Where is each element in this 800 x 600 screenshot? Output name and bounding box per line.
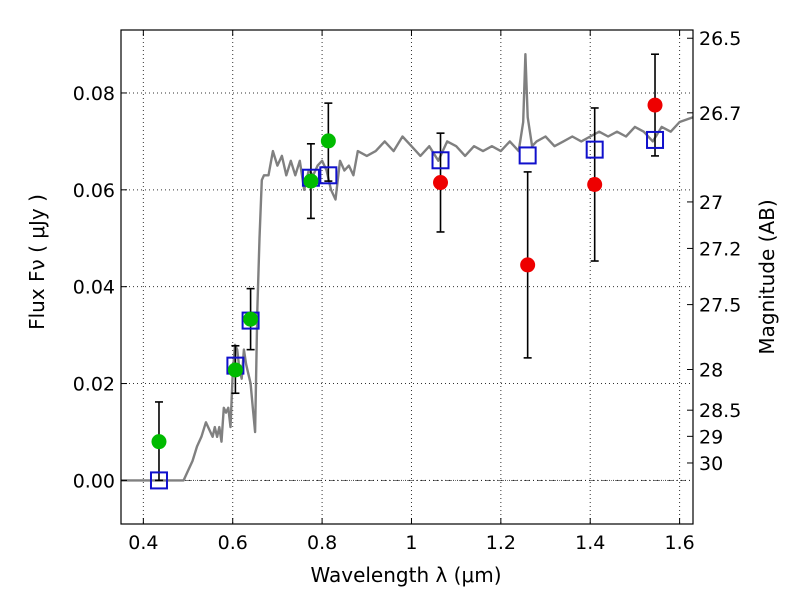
right-tick-label: 26.7	[699, 103, 741, 125]
y-tick-label: 0.06	[73, 180, 115, 202]
model-photometry-marker	[431, 151, 450, 170]
y-tick-label: 0.02	[73, 374, 115, 396]
right-tick-label: 30	[699, 453, 723, 475]
grid-lines	[121, 30, 693, 524]
right-tick-label: 29	[699, 426, 723, 448]
model-photometry-marker	[585, 140, 604, 159]
plot-frame	[120, 29, 694, 525]
y-axis-title: Flux Fν ( μJy )	[25, 194, 49, 330]
axis-ticks: 0.4 0.6 0.8 1 1.2 1.4 1.6 0.00 0.02 0.04 0.06 0.08 2…	[73, 28, 742, 554]
model-photometry-marker	[149, 471, 168, 490]
x-tick-label: 0.8	[307, 532, 337, 554]
detection-marker	[303, 173, 319, 189]
right-tick-label: 26.5	[699, 28, 741, 50]
detection-marker	[151, 434, 167, 450]
right-tick-label: 28	[699, 360, 723, 382]
y-tick-label: 0.00	[73, 470, 115, 492]
y-tick-label: 0.08	[73, 83, 115, 105]
detection-marker	[520, 257, 536, 273]
right-tick-label: 27.5	[699, 295, 741, 317]
model-photometry-marker	[518, 146, 537, 165]
x-tick-label: 0.4	[128, 532, 158, 554]
detection-marker	[587, 176, 603, 192]
model-photometry-marker	[646, 130, 665, 149]
y-right-axis-title: Magnitude (AB)	[755, 199, 779, 354]
y-tick-label: 0.04	[73, 277, 115, 299]
model-sed-layer	[121, 53, 694, 482]
model-photometry-marker	[319, 166, 338, 185]
detection-marker	[433, 175, 449, 191]
right-tick-label: 27.2	[699, 238, 741, 260]
x-tick-label: 0.6	[218, 532, 248, 554]
error-bar-layer	[154, 53, 660, 482]
marker-layer	[149, 97, 665, 490]
right-tick-label: 28.5	[699, 400, 741, 422]
right-tick-label: 27	[699, 192, 723, 214]
x-tick-label: 1.6	[664, 532, 694, 554]
detection-marker	[227, 362, 243, 378]
detection-marker	[243, 311, 259, 327]
x-tick-label: 1.2	[486, 532, 516, 554]
x-tick-label: 1	[405, 532, 417, 554]
detection-marker	[647, 97, 663, 113]
x-axis-title: Wavelength λ (μm)	[310, 563, 501, 587]
detection-marker	[320, 133, 336, 149]
x-tick-label: 1.4	[575, 532, 605, 554]
model-sed-curve	[121, 53, 694, 482]
